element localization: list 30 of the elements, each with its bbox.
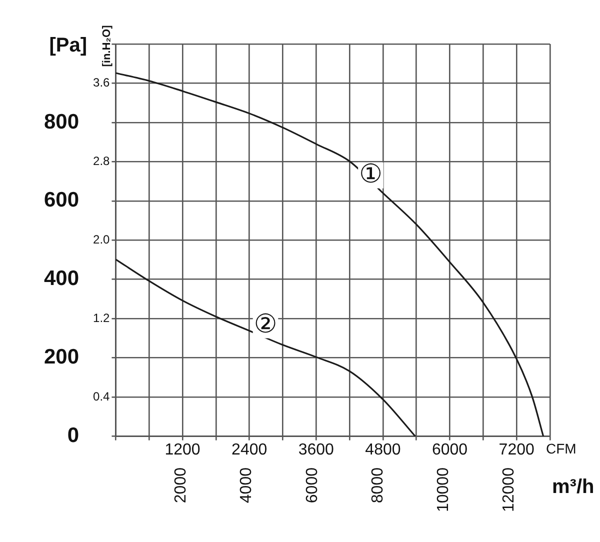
x-tick-label: 7200 bbox=[498, 441, 534, 458]
x2-tick-label: 12000 bbox=[500, 467, 518, 512]
y-tick-label: 200 bbox=[44, 346, 80, 369]
annotation: ② bbox=[254, 308, 278, 338]
x-tick-label: 4800 bbox=[365, 441, 401, 458]
x2-tick-label: 6000 bbox=[304, 467, 321, 504]
y2-tick-label: 3.6 bbox=[93, 76, 110, 90]
y-tick-label: 600 bbox=[44, 188, 80, 212]
x-tick-label: 3600 bbox=[298, 441, 334, 458]
y-tick-label: 0 bbox=[67, 424, 80, 448]
x2-tick-label: 4000 bbox=[238, 467, 256, 504]
y-axis-title: [Pa] bbox=[49, 34, 88, 57]
x2-axis-title: m³/h bbox=[552, 476, 594, 498]
line-series bbox=[116, 258, 416, 436]
y2-tick-label: 2.8 bbox=[93, 154, 110, 168]
x-tick-label: 1200 bbox=[164, 441, 200, 458]
line-series bbox=[116, 72, 544, 436]
annotation: ① bbox=[359, 158, 382, 189]
y-tick-label: 400 bbox=[44, 267, 80, 290]
y2-axis-title: [in.H₂O] bbox=[100, 24, 113, 67]
x-axis-title: CFM bbox=[546, 440, 576, 456]
x-tick-label: 6000 bbox=[432, 441, 468, 458]
x2-tick-label: 2000 bbox=[172, 467, 190, 504]
x2-tick-label: 8000 bbox=[369, 467, 386, 504]
y2-tick-label: 0.4 bbox=[93, 389, 110, 404]
y2-tick-label: 1.2 bbox=[93, 310, 110, 325]
y-tick-label: 800 bbox=[44, 110, 80, 134]
y2-tick-label: 2.0 bbox=[93, 232, 110, 246]
x-tick-label: 2400 bbox=[232, 441, 268, 458]
x2-tick-label: 10000 bbox=[434, 467, 452, 512]
